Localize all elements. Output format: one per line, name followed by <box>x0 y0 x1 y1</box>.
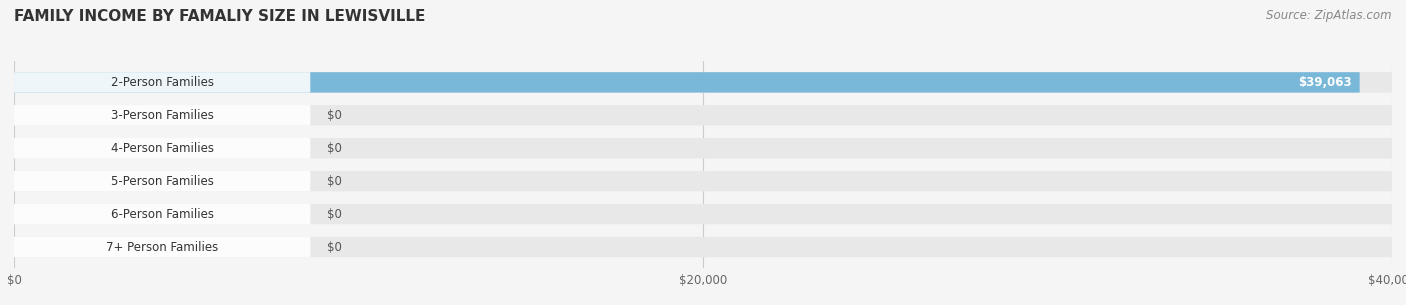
FancyBboxPatch shape <box>14 204 311 224</box>
FancyBboxPatch shape <box>14 105 1392 126</box>
FancyBboxPatch shape <box>14 204 1392 224</box>
Text: $39,063: $39,063 <box>1298 76 1351 89</box>
FancyBboxPatch shape <box>14 237 311 257</box>
Text: $0: $0 <box>326 175 342 188</box>
Text: 6-Person Families: 6-Person Families <box>111 208 214 221</box>
Text: 2-Person Families: 2-Person Families <box>111 76 214 89</box>
FancyBboxPatch shape <box>14 105 311 126</box>
FancyBboxPatch shape <box>14 72 1360 93</box>
Text: 7+ Person Families: 7+ Person Families <box>105 241 218 253</box>
FancyBboxPatch shape <box>14 72 311 93</box>
FancyBboxPatch shape <box>14 171 1392 191</box>
Text: Source: ZipAtlas.com: Source: ZipAtlas.com <box>1267 9 1392 22</box>
Text: $0: $0 <box>326 142 342 155</box>
Text: 4-Person Families: 4-Person Families <box>111 142 214 155</box>
Text: FAMILY INCOME BY FAMALIY SIZE IN LEWISVILLE: FAMILY INCOME BY FAMALIY SIZE IN LEWISVI… <box>14 9 426 24</box>
Text: $0: $0 <box>326 208 342 221</box>
FancyBboxPatch shape <box>14 171 311 191</box>
FancyBboxPatch shape <box>14 138 1392 158</box>
Text: 3-Person Families: 3-Person Families <box>111 109 214 122</box>
Text: $0: $0 <box>326 241 342 253</box>
FancyBboxPatch shape <box>14 237 1392 257</box>
FancyBboxPatch shape <box>14 72 1392 93</box>
Text: 5-Person Families: 5-Person Families <box>111 175 214 188</box>
Text: $0: $0 <box>326 109 342 122</box>
FancyBboxPatch shape <box>14 138 311 158</box>
